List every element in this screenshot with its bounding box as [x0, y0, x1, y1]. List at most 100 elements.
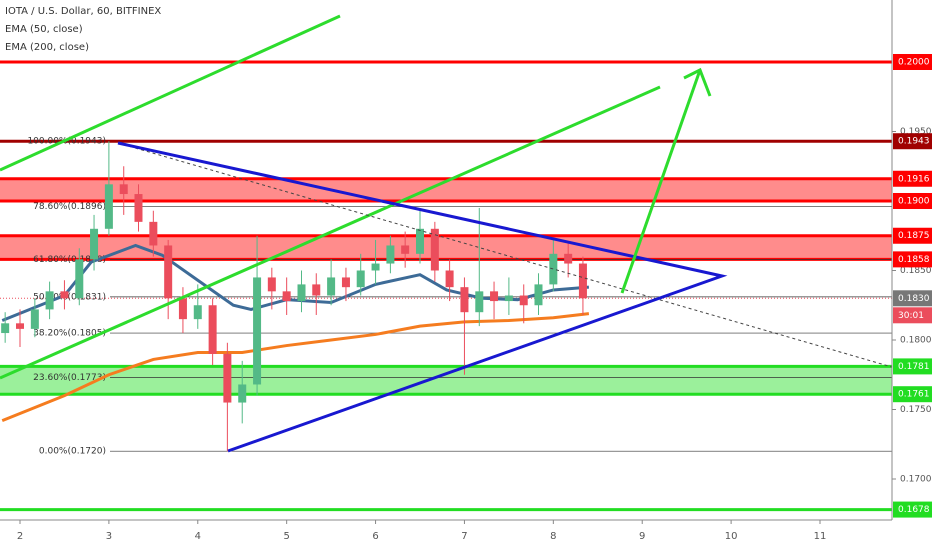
fib-label: 23.60%(0.1773): [33, 373, 106, 383]
candle-body: [193, 305, 202, 320]
candle-body: [327, 277, 336, 296]
zone-tag-box: [893, 386, 932, 403]
fib-label: 38.20%(0.1805): [33, 329, 106, 339]
zone-tag-label: 0.1900: [898, 196, 930, 206]
legend-entry: EMA (200, close): [5, 42, 89, 53]
x-tick-label: 11: [814, 531, 827, 542]
ema-line: [1, 312, 590, 423]
candle-body: [386, 245, 395, 264]
candle-body: [549, 253, 558, 285]
fib-label: 78.60%(0.1896): [33, 202, 106, 212]
channel-line: [0, 14, 341, 172]
candle-body: [341, 277, 350, 288]
x-tick-label: 7: [461, 531, 467, 542]
fib-label: 50.00%(0.1831): [33, 292, 106, 302]
price-axis: [892, 0, 932, 550]
zone: [0, 235, 892, 260]
candle-body: [164, 245, 173, 299]
zone-tag-label: 0.1858: [898, 255, 930, 265]
zone-tag-label: 0.1916: [898, 174, 930, 184]
candle-body: [1, 323, 10, 334]
zone: [0, 366, 892, 395]
last-price-tag-box: [893, 290, 932, 307]
y-tick-label: 0.1950: [900, 127, 932, 137]
candle-body: [460, 287, 469, 313]
x-tick-label: 9: [639, 531, 645, 542]
arrow-head: [683, 67, 712, 97]
candle-body: [149, 221, 158, 246]
fib-label: 100.00%(0.1943): [27, 137, 106, 147]
countdown-box: [893, 307, 932, 324]
x-tick-label: 3: [106, 531, 112, 542]
candle-body: [416, 228, 424, 254]
x-tick-label: 5: [283, 531, 289, 542]
candle-body: [238, 384, 247, 403]
chart-title: IOTA / U.S. Dollar, 60, BITFINEX: [5, 6, 161, 17]
zone-tag-label: 0.1761: [898, 390, 930, 400]
candle-body: [297, 284, 306, 302]
y-tick-label: 0.1750: [900, 405, 932, 415]
candle-body: [356, 270, 365, 288]
candle-body: [134, 194, 143, 222]
candle-body: [490, 291, 499, 302]
candle-body: [564, 253, 573, 264]
zone-tag-label: 0.1875: [898, 231, 930, 241]
zone-tag-box: [893, 251, 932, 268]
zone-tag-box: [893, 170, 932, 187]
x-tick-label: 2: [17, 531, 23, 542]
candle-body: [401, 245, 410, 254]
fib-label: 61.80%(0.1858): [33, 255, 106, 265]
candle-body: [445, 270, 454, 288]
zone-tag-box: [893, 192, 932, 209]
level-tag-label: 0.1943: [898, 137, 930, 147]
candle-body: [519, 295, 528, 306]
level-tag-box: [893, 53, 932, 70]
under-layer: [0, 60, 892, 512]
y-tick-label: 0.1850: [900, 266, 932, 276]
candle-body: [178, 298, 187, 320]
trend-dashed: [117, 142, 893, 368]
candle-body: [504, 295, 513, 302]
candle-body: [90, 228, 99, 260]
candle-body: [16, 323, 24, 329]
candle-body: [119, 184, 128, 195]
level-tag-label: 0.2000: [898, 57, 930, 67]
candle-body: [578, 263, 587, 299]
time-axis: [0, 520, 932, 550]
zone-tag-box: [893, 358, 932, 375]
last-price-tag-label: 0.1830: [898, 294, 930, 304]
candle-body: [253, 277, 262, 385]
candle-body: [267, 277, 276, 292]
candle-body: [430, 228, 439, 271]
zone-tag-box: [893, 227, 932, 244]
channel-line: [0, 85, 661, 380]
candle-body: [534, 284, 543, 306]
zone: [0, 178, 892, 201]
zone-tag-label: 0.1781: [898, 362, 930, 372]
main-layer: 100.00%(0.1943) 78.60%(0.1896) 61.80%(0.18…: [1, 137, 590, 457]
countdown: 30:01: [898, 311, 924, 321]
level-tag-label: 0.1678: [898, 505, 930, 515]
candle-body: [475, 291, 484, 313]
candle-body: [104, 184, 113, 229]
x-tick-label: 8: [550, 531, 556, 542]
x-tick-label: 6: [372, 531, 378, 542]
y-tick-label: 0.1700: [900, 474, 932, 484]
candle-body: [60, 291, 69, 299]
x-tick-label: 10: [725, 531, 738, 542]
candle-body: [282, 291, 291, 302]
candle-body: [223, 353, 232, 403]
candle-body: [30, 309, 39, 329]
candle-body: [312, 284, 321, 296]
triangle: [117, 141, 728, 453]
candle-body: [45, 291, 54, 310]
level-tag-box: [893, 133, 932, 150]
candle-body: [371, 263, 380, 271]
fib-label: 0.00%(0.1720): [39, 447, 106, 457]
x-tick-label: 4: [195, 531, 201, 542]
legend: IOTA / U.S. Dollar, 60, BITFINEX EMA (50…: [5, 6, 161, 53]
y-tick-label: 0.1800: [900, 335, 932, 345]
